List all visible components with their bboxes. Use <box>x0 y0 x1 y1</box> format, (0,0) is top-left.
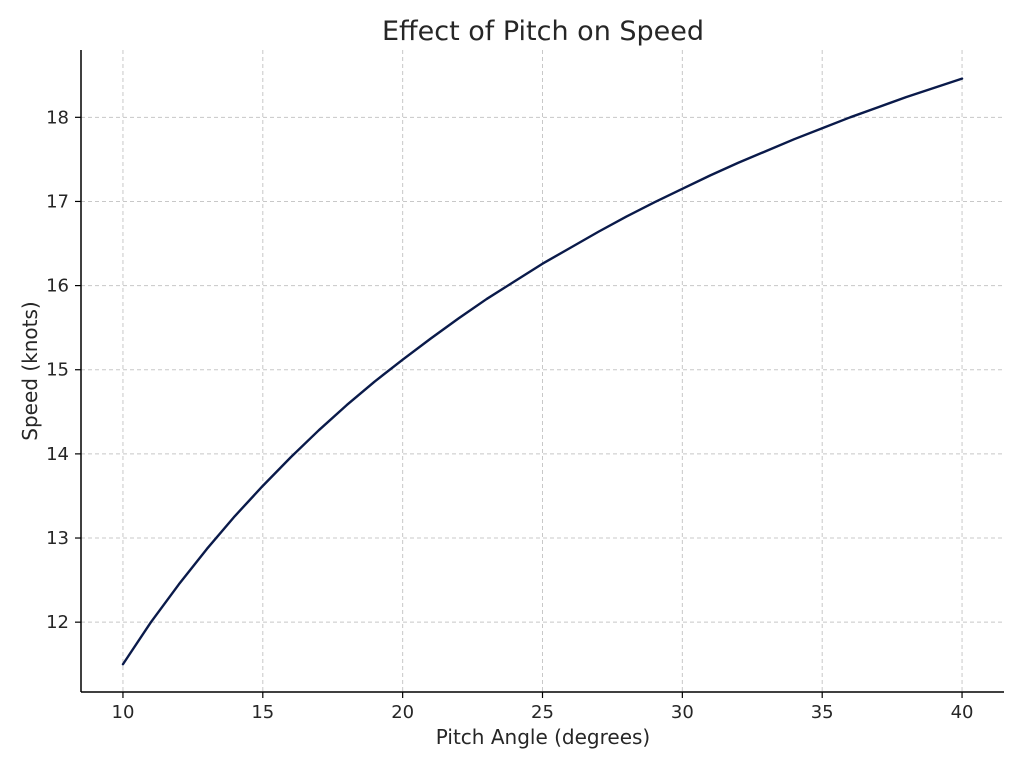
x-ticks: 10 15 20 25 30 35 40 <box>112 692 974 723</box>
y-tick-label: 16 <box>46 276 69 297</box>
x-tick-label: 35 <box>811 702 834 723</box>
series-line <box>121 77 964 666</box>
axes <box>80 50 1004 693</box>
chart-title: Effect of Pitch on Speed <box>382 16 704 47</box>
y-tick-label: 13 <box>46 528 69 549</box>
x-tick-label: 20 <box>391 702 414 723</box>
y-ticks: 12 13 14 15 16 17 18 <box>46 107 81 633</box>
x-tick-label: 25 <box>531 702 554 723</box>
x-tick-label: 40 <box>951 702 974 723</box>
series <box>121 77 964 666</box>
y-tick-label: 18 <box>46 107 69 128</box>
y-tick-label: 17 <box>46 191 69 212</box>
y-tick-label: 12 <box>46 612 69 633</box>
x-axis-label: Pitch Angle (degrees) <box>436 725 650 749</box>
y-tick-label: 15 <box>46 360 69 381</box>
x-tick-label: 30 <box>671 702 694 723</box>
x-tick-label: 15 <box>251 702 274 723</box>
x-tick-label: 10 <box>112 702 135 723</box>
grid <box>81 50 1004 692</box>
y-tick-label: 14 <box>46 444 69 465</box>
y-axis-label: Speed (knots) <box>18 301 42 440</box>
